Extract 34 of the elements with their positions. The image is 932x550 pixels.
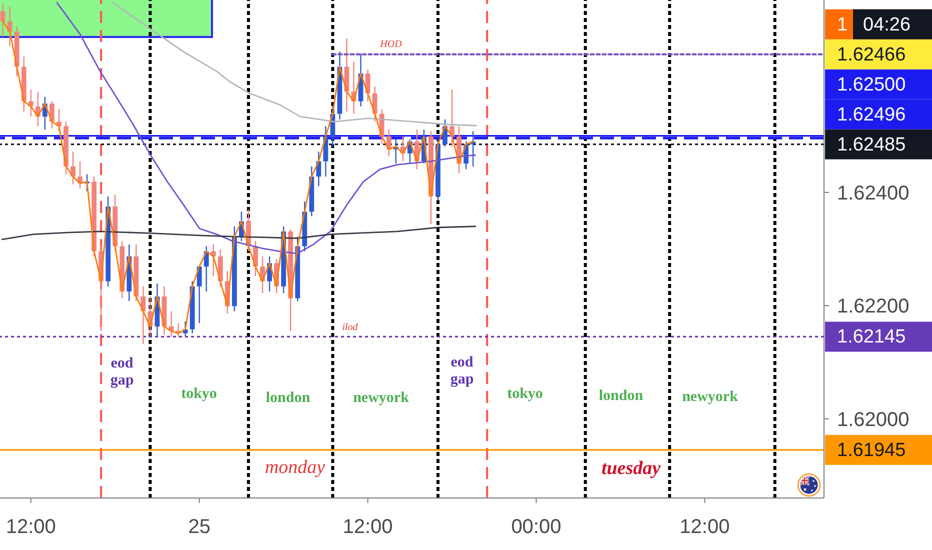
x-tick-label: 25 <box>188 516 210 538</box>
candlestick <box>450 88 454 148</box>
annotation: tokyo <box>507 386 543 402</box>
x-tick-label: 00:00 <box>511 516 562 538</box>
ref-line-label: 1.62485 <box>837 134 906 155</box>
annotation: tokyo <box>181 386 217 402</box>
annotation: newyork <box>682 389 739 405</box>
text: 04:26 <box>863 14 911 35</box>
annotation: newyork <box>353 390 410 406</box>
x-tick-label: 12:00 <box>680 516 730 538</box>
x-tick-label: 12:00 <box>6 516 56 538</box>
y-tick-label: 1.62400 <box>837 182 910 205</box>
annotation: HOD <box>379 38 403 50</box>
annotation: ilod <box>342 322 359 332</box>
text: 1.62466 <box>837 44 906 65</box>
candlestick <box>372 86 378 122</box>
ref-line-label: 1.61945 <box>837 439 906 460</box>
y-tick-label: 1.62200 <box>837 296 910 318</box>
candlestick <box>49 100 54 130</box>
annotation: eod gap <box>110 355 134 389</box>
ref-line-label: 1.62145 <box>837 326 906 348</box>
x-tick-label: 12:00 <box>342 516 393 538</box>
annotation: monday <box>264 456 326 478</box>
annotation: london <box>266 390 311 406</box>
y-tick-label: 1.62000 <box>837 408 910 431</box>
candlestick <box>0 2 6 38</box>
candlestick <box>196 266 202 324</box>
annotation: tuesday <box>601 458 662 478</box>
ref-line-label: 1.62500 <box>837 74 906 95</box>
candlestick <box>140 286 146 345</box>
text: 1 <box>837 14 848 35</box>
ref-line-label: 1.62496 <box>837 104 906 125</box>
annotation: london <box>598 388 644 404</box>
annotation: eod gap <box>450 354 474 388</box>
